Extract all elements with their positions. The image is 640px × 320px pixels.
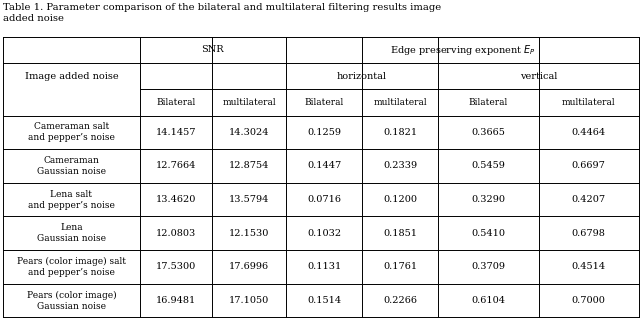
Text: 0.1821: 0.1821: [383, 128, 417, 137]
Text: 12.0803: 12.0803: [156, 229, 196, 238]
Text: 12.1530: 12.1530: [229, 229, 269, 238]
Text: Pears (color image) salt
and pepper’s noise: Pears (color image) salt and pepper’s no…: [17, 257, 126, 277]
Text: 0.1032: 0.1032: [307, 229, 341, 238]
Text: 13.5794: 13.5794: [229, 195, 269, 204]
Text: 12.8754: 12.8754: [229, 162, 269, 171]
Text: 0.4464: 0.4464: [572, 128, 606, 137]
Text: 0.5410: 0.5410: [471, 229, 506, 238]
Text: 0.1761: 0.1761: [383, 262, 417, 271]
Text: Image added noise: Image added noise: [24, 72, 118, 81]
Text: multilateral: multilateral: [223, 98, 276, 107]
Text: 0.1200: 0.1200: [383, 195, 417, 204]
Text: Pears (color image)
Gaussian noise: Pears (color image) Gaussian noise: [26, 291, 116, 311]
Text: 0.1131: 0.1131: [307, 262, 341, 271]
Text: 0.0716: 0.0716: [307, 195, 341, 204]
Text: 17.1050: 17.1050: [229, 296, 269, 305]
Text: Bilateral: Bilateral: [305, 98, 344, 107]
Text: Cameraman salt
and pepper’s noise: Cameraman salt and pepper’s noise: [28, 122, 115, 142]
Text: multilateral: multilateral: [562, 98, 616, 107]
Text: 0.1259: 0.1259: [307, 128, 341, 137]
Text: 0.3709: 0.3709: [471, 262, 506, 271]
Text: 14.1457: 14.1457: [156, 128, 196, 137]
Text: 12.7664: 12.7664: [156, 162, 196, 171]
Text: 16.9481: 16.9481: [156, 296, 196, 305]
Text: 0.1514: 0.1514: [307, 296, 341, 305]
Text: horizontal: horizontal: [337, 72, 387, 81]
Text: Cameraman
Gaussian noise: Cameraman Gaussian noise: [37, 156, 106, 176]
Text: 0.6697: 0.6697: [572, 162, 605, 171]
Text: 0.5459: 0.5459: [472, 162, 505, 171]
Text: Lena salt
and pepper’s noise: Lena salt and pepper’s noise: [28, 190, 115, 210]
Text: 0.4207: 0.4207: [572, 195, 606, 204]
Text: 0.7000: 0.7000: [572, 296, 605, 305]
Text: 0.1851: 0.1851: [383, 229, 417, 238]
Text: Table 1. Parameter comparison of the bilateral and multilateral filtering result: Table 1. Parameter comparison of the bil…: [3, 3, 442, 12]
Text: 0.6104: 0.6104: [471, 296, 506, 305]
Text: 0.2339: 0.2339: [383, 162, 417, 171]
Text: 17.5300: 17.5300: [156, 262, 196, 271]
Text: Lena
Gaussian noise: Lena Gaussian noise: [37, 223, 106, 243]
Text: 0.3290: 0.3290: [471, 195, 506, 204]
Text: 17.6996: 17.6996: [229, 262, 269, 271]
Text: 0.1447: 0.1447: [307, 162, 341, 171]
Text: SNR: SNR: [202, 45, 224, 54]
Text: 0.4514: 0.4514: [572, 262, 606, 271]
Text: vertical: vertical: [520, 72, 557, 81]
Text: 0.6798: 0.6798: [572, 229, 605, 238]
Text: 0.2266: 0.2266: [383, 296, 417, 305]
Text: added noise: added noise: [3, 14, 64, 23]
Text: Edge preserving exponent $E_P$: Edge preserving exponent $E_P$: [390, 43, 535, 57]
Text: 14.3024: 14.3024: [229, 128, 269, 137]
Text: Bilateral: Bilateral: [156, 98, 196, 107]
Text: multilateral: multilateral: [373, 98, 427, 107]
Text: Bilateral: Bilateral: [468, 98, 508, 107]
Text: 0.3665: 0.3665: [472, 128, 505, 137]
Text: 13.4620: 13.4620: [156, 195, 196, 204]
